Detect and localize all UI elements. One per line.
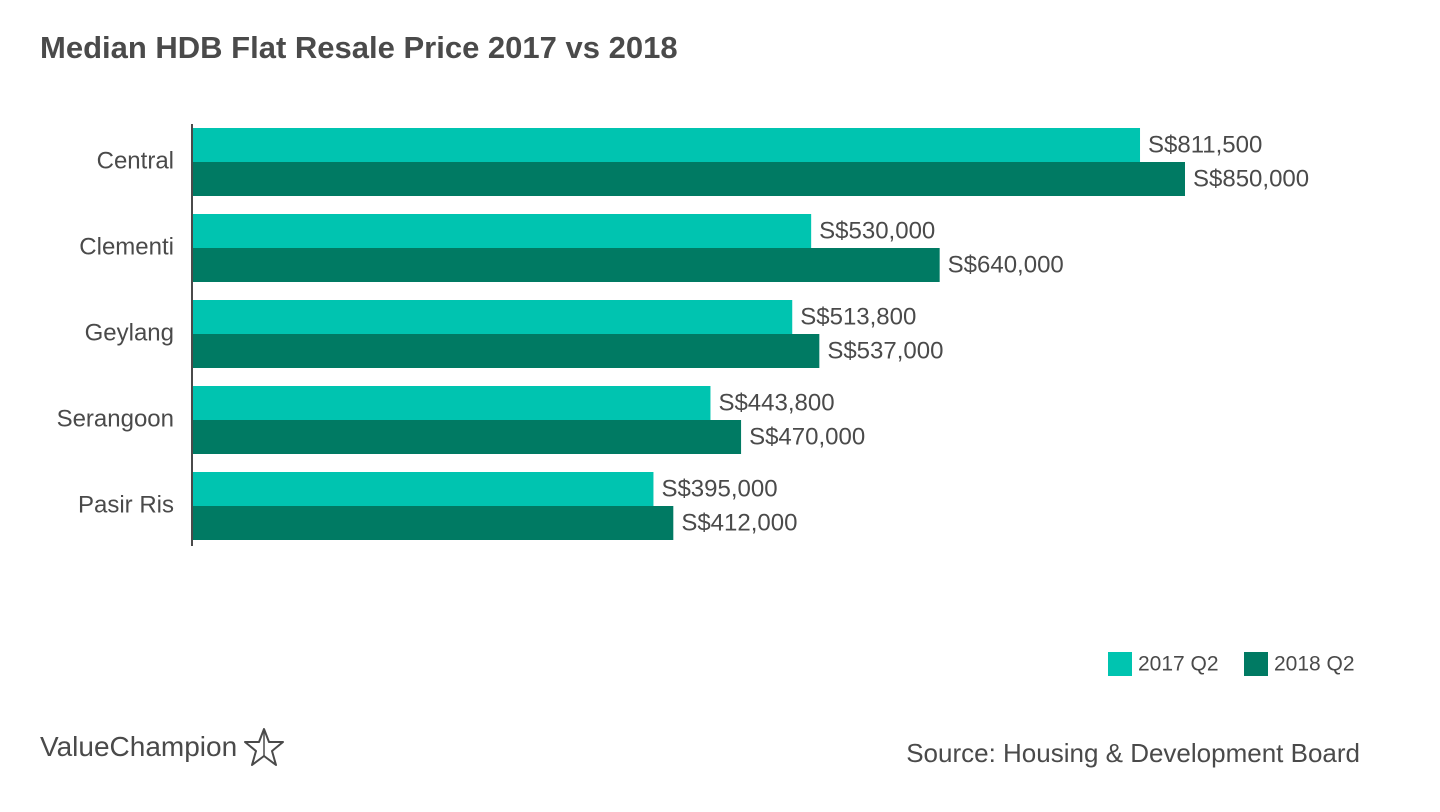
brand-name: ValueChampion xyxy=(40,731,238,762)
data-label: S$811,500 xyxy=(1148,131,1262,158)
bar xyxy=(192,472,654,506)
data-label: S$412,000 xyxy=(681,509,797,536)
category-label: Serangoon xyxy=(57,405,174,432)
legend-swatch xyxy=(1244,652,1268,676)
source-note: Source: Housing & Development Board xyxy=(906,738,1360,768)
star-outline-icon xyxy=(244,728,285,766)
bar xyxy=(192,334,820,368)
data-label: S$530,000 xyxy=(819,217,935,244)
bar xyxy=(192,248,940,282)
data-label: S$395,000 xyxy=(661,475,777,502)
data-label: S$850,000 xyxy=(1193,165,1309,192)
brand-logo: ValueChampion xyxy=(40,726,285,768)
category-label: Geylang xyxy=(85,319,174,346)
legend-swatch xyxy=(1108,652,1132,676)
data-label: S$640,000 xyxy=(948,251,1064,278)
category-label: Clementi xyxy=(79,233,174,260)
bar xyxy=(192,300,793,334)
data-label: S$537,000 xyxy=(827,337,943,364)
data-label: S$470,000 xyxy=(749,423,865,450)
bar xyxy=(192,506,674,540)
category-label: Pasir Ris xyxy=(78,491,174,518)
data-label: S$513,800 xyxy=(800,303,916,330)
data-label: S$443,800 xyxy=(718,389,834,416)
bar xyxy=(192,128,1141,162)
legend-label: 2017 Q2 xyxy=(1138,653,1219,676)
bar xyxy=(192,214,812,248)
bar xyxy=(192,420,742,454)
category-label: Central xyxy=(97,147,174,174)
chart-title: Median HDB Flat Resale Price 2017 vs 201… xyxy=(40,30,678,65)
bar xyxy=(192,162,1185,196)
bar xyxy=(192,386,711,420)
legend-label: 2018 Q2 xyxy=(1274,653,1355,676)
